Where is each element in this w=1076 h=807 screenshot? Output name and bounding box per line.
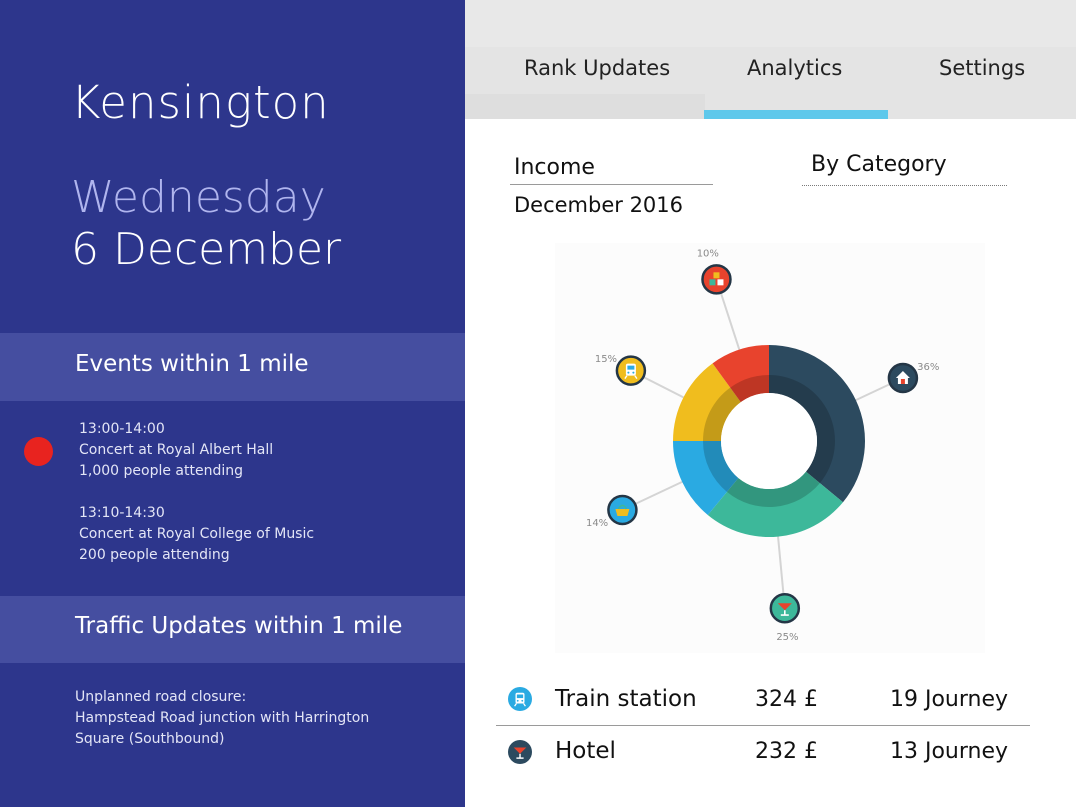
traffic-update[interactable]: Unplanned road closure: Hampstead Road j… — [75, 687, 405, 750]
slice-percent-label: 14% — [586, 518, 608, 529]
tab-rank-updates[interactable]: Rank Updates — [524, 56, 671, 80]
donut-slice-shade — [730, 375, 769, 403]
weekday-label: Wednesday — [71, 172, 326, 223]
chart-slice-markers: 36% 25% 14% 15% 10% — [586, 249, 939, 643]
row-amount: 232 £ — [755, 739, 818, 764]
tab-bar: Rank Updates Analytics Settings — [465, 0, 1076, 119]
row-journeys: 19 Journey — [890, 687, 1009, 712]
income-divider — [510, 184, 713, 185]
traffic-line: Square (Southbound) — [75, 731, 225, 747]
event-time: 13:00-14:00 — [79, 421, 165, 437]
row-train-icon — [508, 687, 532, 711]
tab-analytics[interactable]: Analytics — [747, 56, 843, 80]
event-item[interactable]: 13:00-14:00 Concert at Royal Albert Hall… — [79, 419, 273, 482]
location-title: Kensington — [71, 76, 330, 129]
chart-inner-ring — [703, 375, 835, 507]
traffic-title: Traffic Updates within 1 mile — [75, 613, 403, 639]
chart-slices — [673, 345, 865, 537]
traffic-line: Unplanned road closure: — [75, 689, 247, 705]
tab-settings[interactable]: Settings — [939, 56, 1026, 80]
slice-percent-label: 36% — [917, 362, 939, 373]
donut-slice[interactable] — [769, 345, 865, 503]
donut-slice-shade — [726, 471, 820, 507]
main-panel: Rank Updates Analytics Settings Income D… — [465, 0, 1076, 807]
category-donut-chart: 36% 25% 14% 15% 10% — [555, 243, 985, 653]
category-divider — [802, 185, 1007, 186]
date-label: 6 December — [71, 224, 342, 275]
cubes-marker[interactable] — [701, 264, 732, 295]
period-selector[interactable]: December 2016 — [514, 193, 684, 217]
sidebar: Kensington Wednesday 6 December Events w… — [0, 0, 465, 807]
slice-percent-label: 25% — [776, 632, 798, 643]
home-marker[interactable] — [887, 362, 919, 394]
event-item[interactable]: 13:10-14:30 Concert at Royal College of … — [79, 503, 314, 566]
event-name: Concert at Royal College of Music — [79, 526, 315, 542]
row-divider — [496, 725, 1030, 726]
events-header[interactable]: Events within 1 mile — [0, 333, 465, 401]
donut-slice-shade — [703, 387, 741, 441]
income-label: Income — [514, 155, 595, 180]
category-selector[interactable]: By Category — [811, 152, 947, 177]
donut-hole — [721, 393, 817, 489]
basket-marker[interactable] — [607, 494, 638, 526]
active-tab-indicator — [704, 110, 888, 119]
row-amount: 324 £ — [755, 687, 818, 712]
row-category-name: Train station — [555, 686, 697, 712]
row-hotel-icon — [508, 740, 532, 764]
donut-slice[interactable] — [673, 441, 739, 515]
event-attendance: 200 people attending — [79, 547, 230, 563]
event-attendance: 1,000 people attending — [79, 463, 244, 479]
tab-bar-strip — [465, 0, 1076, 47]
event-time: 13:10-14:30 — [79, 505, 165, 521]
row-category-name: Hotel — [555, 738, 616, 764]
slice-percent-label: 15% — [595, 354, 617, 365]
slice-percent-label: 10% — [697, 249, 719, 260]
event-marker — [24, 437, 53, 466]
traffic-header[interactable]: Traffic Updates within 1 mile — [0, 596, 465, 663]
traffic-line: Hampstead Road junction with Harrington — [75, 710, 370, 726]
donut-slice[interactable] — [712, 345, 769, 403]
train-marker[interactable] — [615, 355, 647, 386]
row-journeys: 13 Journey — [890, 739, 1009, 764]
donut-slice-shade — [769, 375, 835, 484]
donut-slice-shade — [703, 441, 739, 492]
cocktail-marker[interactable] — [769, 593, 801, 624]
tab-bar-shade — [465, 94, 705, 119]
events-title: Events within 1 mile — [75, 351, 309, 377]
donut-slice[interactable] — [673, 363, 741, 441]
event-name: Concert at Royal Albert Hall — [79, 442, 274, 458]
donut-slice[interactable] — [707, 471, 843, 537]
